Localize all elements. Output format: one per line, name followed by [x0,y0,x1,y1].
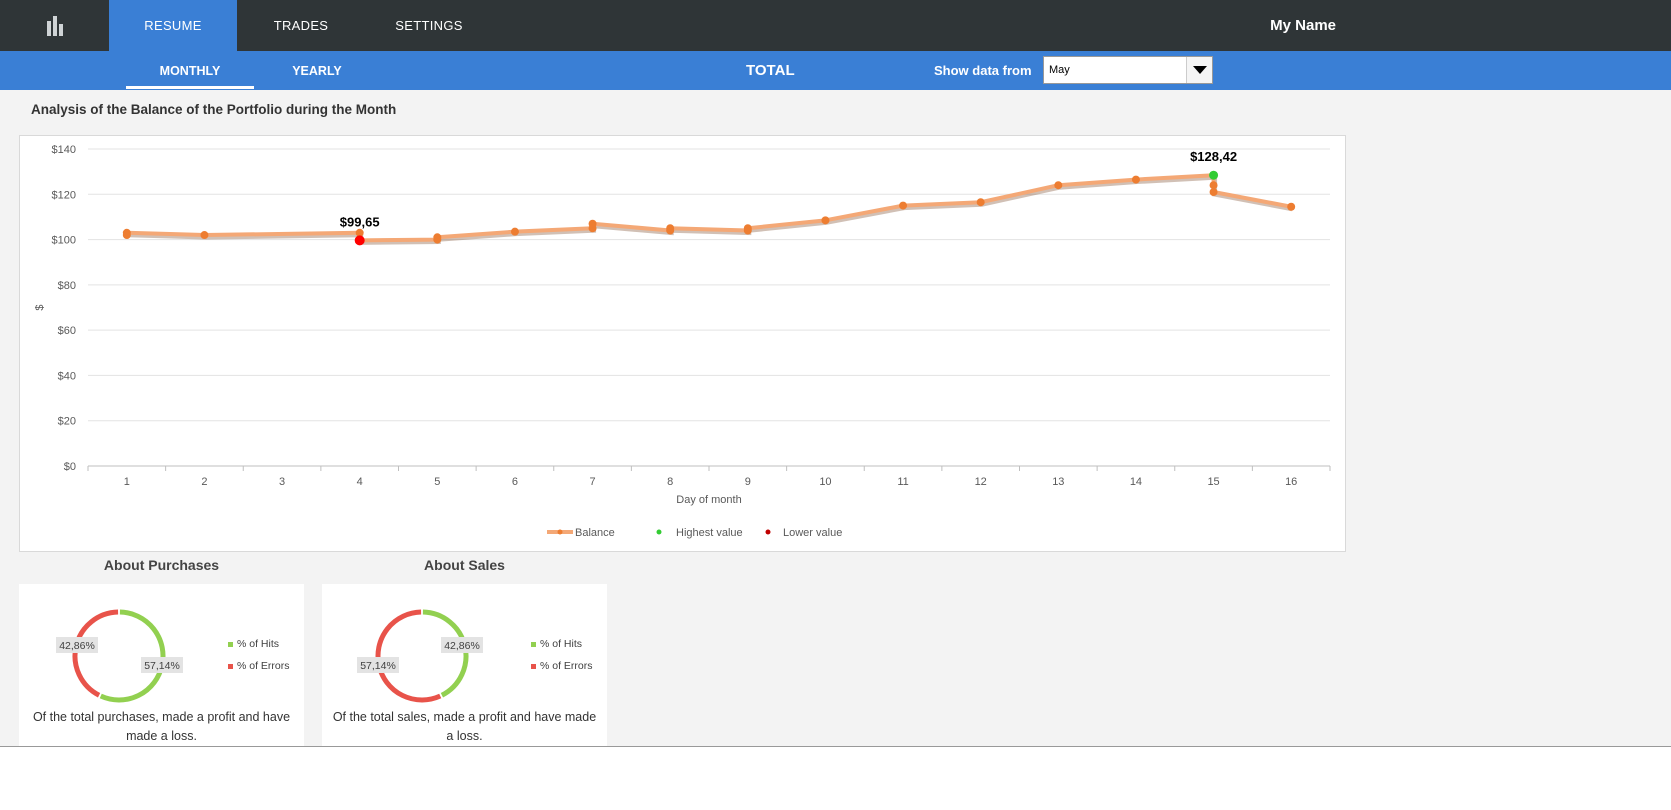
balance-point [899,201,908,210]
balance-point [433,233,442,242]
y-tick-label: $100 [52,235,76,247]
y-tick-label: $120 [52,189,76,201]
x-tick-label: 14 [1130,476,1142,488]
x-tick-label: 8 [667,476,673,488]
balance-point [1054,181,1063,190]
balance-point [1209,181,1218,190]
x-tick-label: 7 [590,476,596,488]
user-name[interactable]: My Name [1270,17,1336,34]
y-tick-label: $140 [52,144,76,156]
donut-slice [422,609,469,698]
highest-value-point [1209,170,1219,180]
x-tick-label: 5 [434,476,440,488]
legend-marker-lower [765,529,771,535]
x-tick-label: 13 [1052,476,1064,488]
balance-point [510,227,519,236]
tab-resume[interactable]: RESUME [109,0,237,51]
balance-point [588,219,597,228]
legend-label-balance: Balance [575,527,615,539]
purchases-caption: Of the total purchases, made a profit an… [32,710,291,743]
data-label-box [56,637,98,653]
legend-label: % of Errors [237,660,290,672]
x-tick-label: 10 [819,476,831,488]
sales-caption: Of the total sales, made a profit and ha… [332,710,597,743]
x-tick-label: 4 [357,476,363,488]
legend-swatch [531,664,536,669]
legend-label-lower: Lower value [783,527,842,539]
page-title: Analysis of the Balance of the Portfolio… [31,102,397,117]
balance-point [122,228,131,237]
month-select-value: May [1049,64,1070,76]
x-tick-label: 15 [1207,476,1219,488]
purchases-panel: 57,14% 42,86% % of Hits % of Errors Of the … [19,584,304,746]
sales-panel: 42,86% 57,14% % of Hits % of Errors Of the … [322,584,607,746]
balance-point [743,224,752,233]
balance-point [666,224,675,233]
sales-title: About Sales [424,557,505,573]
x-tick-label: 2 [201,476,207,488]
data-label: $128,42 [1190,149,1237,164]
balance-chart-panel: $0 $20 $40 $60 $80 $100 $120 $140 1 2 3 4 5 6 7 8 9 10 11 1… [19,135,1346,552]
legend-marker-highest [656,529,662,535]
sales-donut-chart: 42,86% 57,14% % of Hits % of Errors [357,609,593,703]
data-label-box [141,657,183,673]
total-label: TOTAL [746,62,795,79]
y-tick-label: $0 [64,461,76,473]
purchases-donut-chart: 57,14% 42,86% % of Hits % of Errors [56,609,290,703]
y-axis-title: $ [34,304,46,310]
legend-label: % of Hits [237,638,279,650]
donut-slice [375,609,442,703]
balance-point [1131,175,1140,184]
bar-chart-icon[interactable] [0,0,109,51]
y-tick-label: $40 [58,370,76,382]
empty-area [0,747,1671,810]
legend-swatch [531,642,536,647]
data-label: 42,86% [59,640,95,652]
tab-yearly[interactable]: YEARLY [292,63,342,78]
data-label: 42,86% [444,640,480,652]
y-tick-label: $80 [58,280,76,292]
donut-slice [99,609,166,703]
balance-point [1209,188,1218,197]
data-label-box [441,637,483,653]
x-tick-label: 11 [897,476,908,488]
x-tick-label: 16 [1285,476,1297,488]
data-label: $99,65 [340,214,380,229]
x-tick-label: 9 [745,476,751,488]
tab-settings[interactable]: SETTINGS [395,18,463,33]
data-label: 57,14% [144,660,180,672]
donut-slice [72,609,119,698]
y-tick-label: $20 [58,416,76,428]
divider [0,746,1671,747]
x-axis-title: Day of month [676,494,741,506]
sub-navigation-bar: MONTHLY YEARLY TOTAL Show data from May [0,51,1671,90]
legend-label: % of Errors [540,660,593,672]
balance-point [200,231,209,240]
month-select[interactable]: May [1043,56,1213,84]
chevron-down-icon[interactable] [1186,57,1212,83]
balance-point [821,216,830,225]
balance-point [976,198,985,207]
legend-swatch [228,642,233,647]
lower-value-point [354,235,365,246]
data-label: 57,14% [360,660,396,672]
balance-point [1287,202,1296,211]
legend-label: % of Hits [540,638,582,650]
tab-monthly[interactable]: MONTHLY [126,51,254,90]
x-tick-label: 12 [975,476,987,488]
top-navigation-bar: RESUME TRADES SETTINGS My Name [0,0,1671,51]
x-tick-label: 6 [512,476,518,488]
legend-swatch [228,664,233,669]
tab-trades[interactable]: TRADES [273,18,329,33]
balance-point [355,228,364,237]
x-tick-label: 3 [279,476,285,488]
legend-marker-balance [557,529,563,535]
show-data-from-label: Show data from [934,63,1032,78]
y-tick-label: $60 [58,325,76,337]
purchases-title: About Purchases [103,557,220,573]
data-label-box [357,657,399,673]
x-tick-label: 1 [124,476,130,488]
legend-label-highest: Highest value [676,527,743,539]
